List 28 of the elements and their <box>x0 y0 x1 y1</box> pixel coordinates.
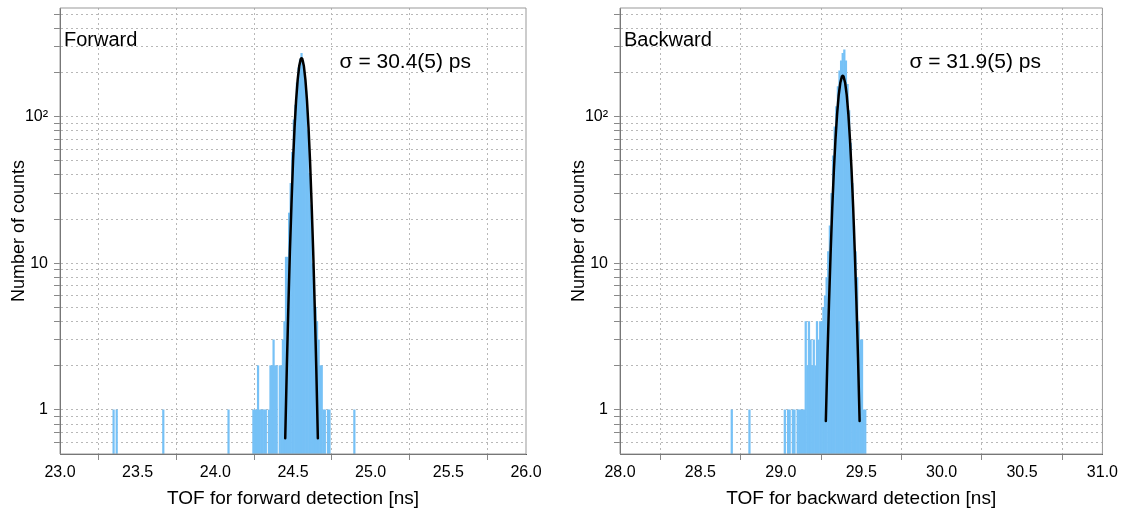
x-axis-title: TOF for backward detection [ns] <box>726 486 997 508</box>
y-tick-label: 10 <box>30 253 49 271</box>
annotation: σ = 30.4(5) ps <box>339 49 472 72</box>
x-tick-label: 30.5 <box>1006 463 1038 481</box>
x-tick-label: 24.5 <box>277 463 309 481</box>
y-axis-title: Number of counts <box>567 159 588 303</box>
x-tick-label: 29.5 <box>845 463 877 481</box>
y-tick-label: 1 <box>599 400 609 418</box>
x-tick-label: 23.0 <box>44 463 76 481</box>
annotation: Backward <box>624 28 712 50</box>
x-tick-label: 25.0 <box>355 463 387 481</box>
x-tick-label: 26.0 <box>510 463 542 481</box>
y-tick-label: 10² <box>584 106 609 124</box>
y-tick-label: 1 <box>39 400 49 418</box>
x-tick-label: 28.5 <box>684 463 717 481</box>
x-tick-label: 29.0 <box>765 463 797 481</box>
x-tick-label: 30.0 <box>926 463 958 481</box>
x-tick-label: 28.0 <box>604 463 636 481</box>
x-tick-label: 25.5 <box>432 463 465 481</box>
y-axis-title: Number of counts <box>7 159 28 303</box>
y-tick-label: 10 <box>590 253 609 271</box>
annotation: σ = 31.9(5) ps <box>909 49 1041 72</box>
x-tick-label: 24.0 <box>199 463 232 481</box>
x-tick-label: 31.0 <box>1086 463 1119 481</box>
x-tick-label: 23.5 <box>122 463 154 481</box>
y-tick-label: 10² <box>24 106 49 124</box>
annotation: Forward <box>64 28 138 50</box>
x-axis-title: TOF for forward detection [ns] <box>166 486 420 508</box>
